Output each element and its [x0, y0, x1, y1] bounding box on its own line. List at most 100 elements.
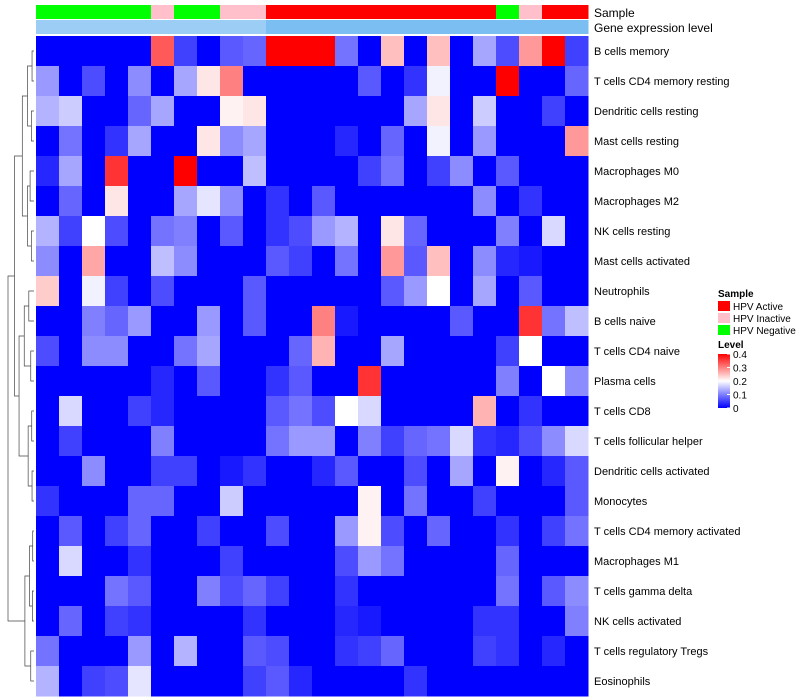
heatmap-cell [427, 516, 451, 547]
heatmap-cell [496, 366, 520, 397]
sample-annotation-cell [151, 5, 175, 19]
heatmap-cell [82, 186, 106, 217]
heatmap-cell [266, 336, 290, 367]
row-label: Mast cells resting [594, 136, 679, 148]
sample-annotation-cell [174, 5, 198, 19]
sample-annotation-cell [404, 5, 428, 19]
heatmap-cell [404, 216, 428, 247]
heatmap-cell [519, 306, 543, 337]
heatmap-cell [381, 66, 405, 97]
heatmap-cell [312, 276, 336, 307]
heatmap-cell [128, 306, 152, 337]
dendrogram-branch [30, 650, 34, 682]
heatmap-cell [151, 426, 175, 457]
heatmap-cell [335, 246, 359, 277]
heatmap-cell [381, 516, 405, 547]
heatmap-cell [358, 156, 382, 187]
heatmap-cell [220, 276, 244, 307]
sample-annotation-cell [496, 5, 520, 19]
heatmap-cell [59, 456, 83, 487]
heatmap-cell [220, 486, 244, 517]
heatmap-cell [36, 576, 60, 607]
dendrogram-branch [31, 230, 34, 262]
heatmap-cell [496, 66, 520, 97]
heatmap-cell [312, 366, 336, 397]
heatmap-cell [404, 456, 428, 487]
heatmap-cell [496, 336, 520, 367]
heatmap-cell [128, 486, 152, 517]
heatmap-cell [289, 606, 313, 637]
heatmap-cell [128, 666, 152, 697]
row-label: Dendritic cells activated [594, 466, 710, 478]
heatmap-cell [335, 276, 359, 307]
heatmap-cell [289, 486, 313, 517]
heatmap-cell [59, 516, 83, 547]
heatmap-cell [128, 426, 152, 457]
heatmap-cell [565, 366, 589, 397]
heatmap-cell [105, 276, 129, 307]
heatmap-cell [565, 156, 589, 187]
heatmap-cell [473, 156, 497, 187]
heatmap-cell [404, 336, 428, 367]
heatmap-cell [358, 456, 382, 487]
sample-annotation-cell [266, 5, 290, 19]
heatmap-cell [128, 276, 152, 307]
heatmap-cell [289, 126, 313, 157]
heatmap-cell [450, 636, 474, 667]
heatmap-cell [450, 186, 474, 217]
heatmap-cell [381, 306, 405, 337]
heatmap-cell [36, 336, 60, 367]
heatmap-cell [82, 606, 106, 637]
heatmap-cell [220, 216, 244, 247]
heatmap-cell [36, 636, 60, 667]
heatmap-cell [289, 66, 313, 97]
dendrogram-branch [18, 335, 29, 457]
heatmap-cell [59, 276, 83, 307]
heatmap-cell [496, 96, 520, 127]
heatmap-cell [289, 186, 313, 217]
heatmap-cell [266, 246, 290, 277]
heatmap-cell [473, 486, 497, 517]
heatmap-cell [427, 636, 451, 667]
heatmap-cell [565, 246, 589, 277]
heatmap-cell [197, 456, 221, 487]
heatmap-cell [59, 636, 83, 667]
heatmap-cell [82, 36, 106, 67]
dendrogram-branch [29, 170, 34, 202]
sample-annotation-cell [312, 5, 336, 19]
heatmap-cell [312, 126, 336, 157]
sample-annotation-cell [128, 5, 152, 19]
expression-annotation-cell [473, 20, 497, 34]
heatmap-cell [404, 156, 428, 187]
heatmap-cell [266, 426, 290, 457]
heatmap-cell [220, 606, 244, 637]
heatmap-cell [105, 306, 129, 337]
expression-annotation-cell [289, 20, 313, 34]
expression-annotation-cell [335, 20, 359, 34]
heatmap-cell [151, 516, 175, 547]
heatmap-cell [105, 36, 129, 67]
legend-level-title: Level [718, 340, 744, 351]
heatmap-cell [335, 576, 359, 607]
heatmap-cell [519, 426, 543, 457]
heatmap-cell [197, 216, 221, 247]
heatmap-cell [404, 606, 428, 637]
heatmap-cell [174, 306, 198, 337]
level-tick-label: 0.1 [733, 391, 747, 402]
expression-annotation-cell [427, 20, 451, 34]
heatmap-cell [496, 546, 520, 577]
heatmap-cell [450, 366, 474, 397]
heatmap-cell [220, 456, 244, 487]
expression-annotation-cell [151, 20, 175, 34]
heatmap-cell [82, 156, 106, 187]
heatmap-cell [289, 336, 313, 367]
heatmap-cell [197, 66, 221, 97]
heatmap-cell [82, 336, 106, 367]
heatmap-cell [59, 126, 83, 157]
heatmap-cell [243, 156, 267, 187]
heatmap-cell [266, 186, 290, 217]
heatmap-cell [59, 66, 83, 97]
heatmap-cell [358, 606, 382, 637]
heatmap-cell [542, 96, 566, 127]
heatmap-cell [289, 156, 313, 187]
